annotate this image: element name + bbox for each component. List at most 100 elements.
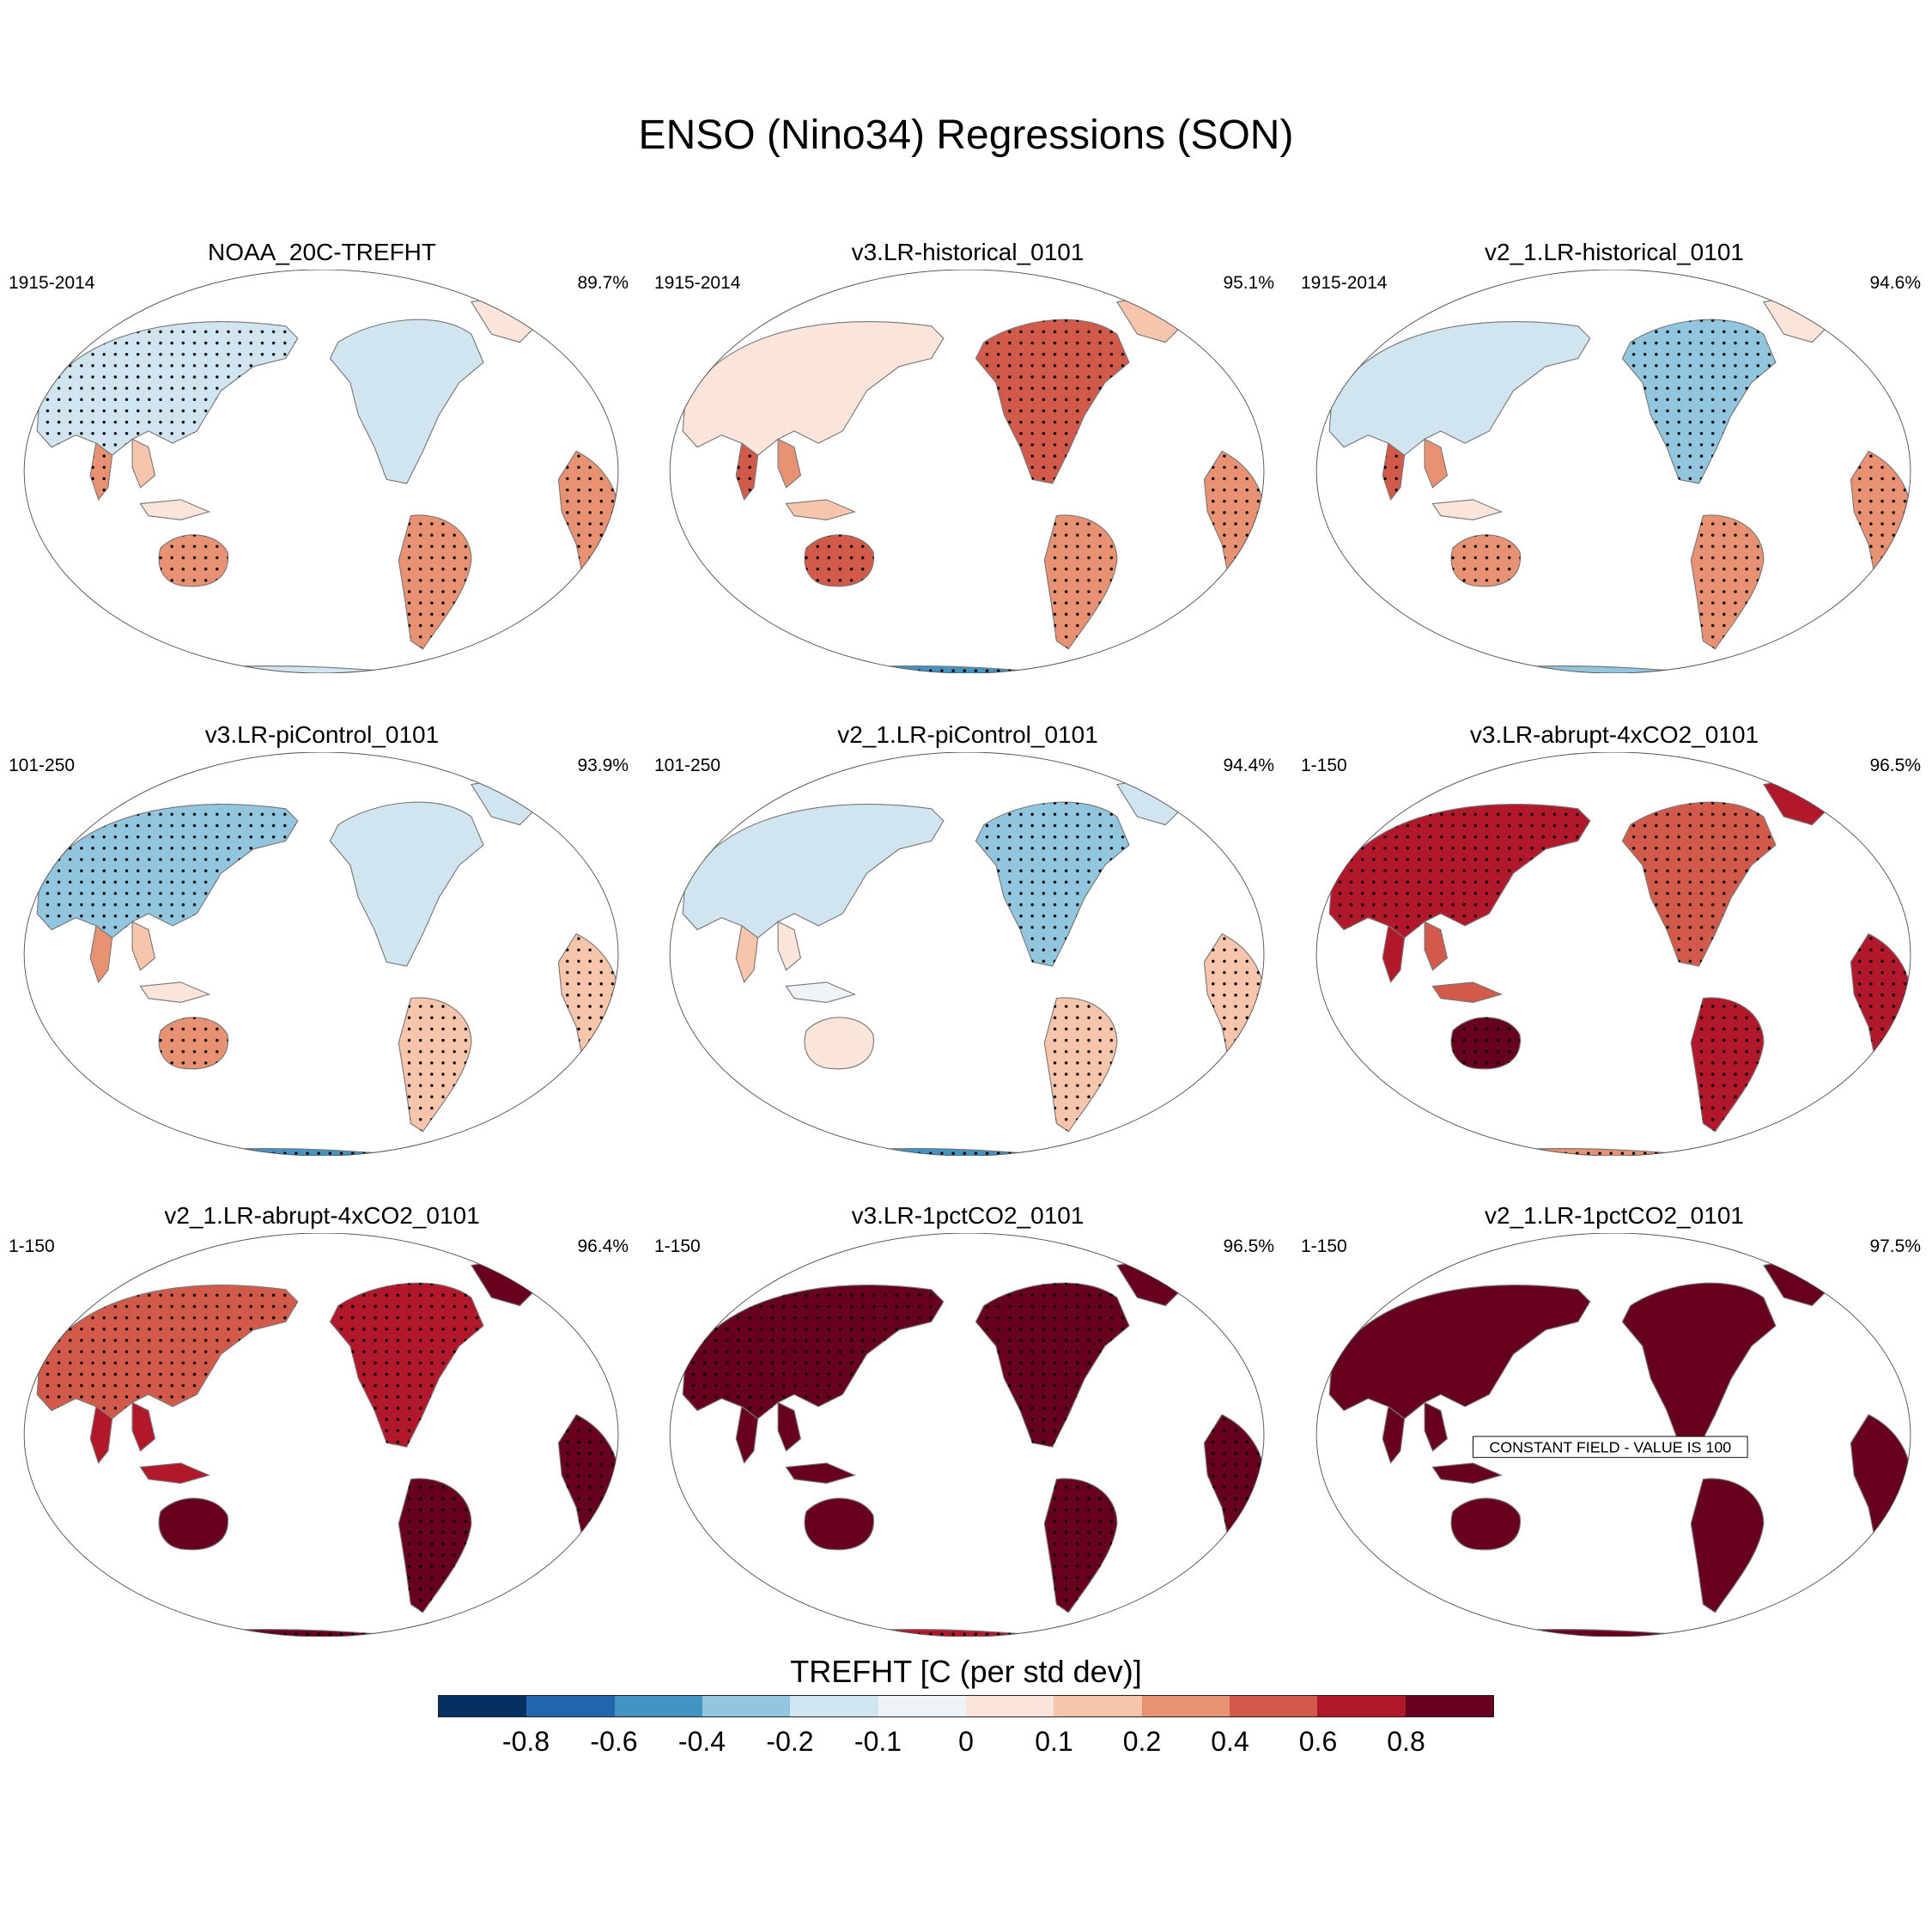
land-greenland: [1115, 293, 1191, 343]
panel-years: 1-150: [1301, 756, 1347, 775]
land-india: [89, 1406, 113, 1465]
stipple-africa: [558, 933, 618, 1084]
map-panel: v2_1.LR-piControl_0101 101-250 94.4%: [646, 721, 1290, 1156]
stipple-antarctic: [1416, 1148, 1804, 1156]
land-indonesia: [1431, 1462, 1504, 1484]
land-antarctic: [123, 665, 513, 673]
stipple-samerica: [1691, 997, 1764, 1132]
stipple-africa: [558, 1414, 618, 1564]
colorbar-label: -0.8: [501, 1726, 550, 1757]
stipple-eurasia: [683, 1285, 944, 1419]
stipple-australia: [159, 534, 228, 586]
world-map: [669, 1233, 1265, 1637]
stipple-namerica: [1622, 802, 1776, 967]
stipple-antarctic: [769, 1148, 1157, 1156]
map-outline: [23, 1233, 619, 1637]
world-map: [1315, 752, 1911, 1156]
world-map: [1315, 270, 1911, 673]
land-australia: [804, 1498, 874, 1551]
land-seasia: [131, 438, 156, 489]
stipple-samerica: [398, 997, 471, 1132]
panel-title: v3.LR-1pctCO2_0101: [851, 1202, 1084, 1229]
stipple-antarctic: [769, 665, 1157, 673]
map-panel: v3.LR-historical_0101 1915-2014 95.1%: [646, 239, 1290, 673]
land-greenland: [1115, 775, 1191, 826]
land-greenland: [470, 775, 545, 826]
land-indonesia: [1431, 981, 1504, 1003]
colorbar-label: -0.2: [766, 1726, 814, 1757]
land-greenland: [1762, 293, 1838, 343]
land-indonesia: [139, 981, 211, 1003]
colorbar-swatch: [439, 1696, 527, 1716]
stipple-eurasia: [37, 321, 298, 456]
colorbar-label: 0.1: [1035, 1726, 1073, 1757]
land-indonesia: [1431, 499, 1504, 520]
stipple-antarctic: [124, 1629, 512, 1637]
colorbar: [438, 1695, 1494, 1717]
world-map: [23, 752, 619, 1156]
colorbar-label: 0.6: [1298, 1726, 1338, 1757]
map-outline: [23, 752, 619, 1156]
land-greenland: [1115, 1256, 1191, 1307]
stipple-eurasia: [1329, 804, 1590, 939]
stipple-africa: [1850, 933, 1911, 1084]
stipple-africa: [1850, 451, 1911, 601]
panel-percent: 95.1%: [1223, 273, 1274, 293]
colorbar-swatch: [965, 1696, 1054, 1716]
panel-years: 1915-2014: [1301, 273, 1388, 293]
land-india: [1382, 925, 1406, 984]
map-panel: v3.LR-abrupt-4xCO2_0101 1-150 96.5%: [1292, 721, 1932, 1156]
map-outline: [669, 1233, 1265, 1637]
map-outline: [1315, 1233, 1911, 1637]
land-seasia: [131, 920, 156, 971]
colorbar-swatch: [1405, 1696, 1493, 1716]
land-antarctic: [1415, 665, 1805, 673]
map-panel: v3.LR-piControl_0101 101-250 93.9%: [0, 721, 644, 1156]
colorbar-label: -0.4: [677, 1726, 726, 1757]
map-panel: NOAA_20C-TREFHT 1915-2014 89.7%: [0, 239, 644, 673]
colorbar-swatch: [1229, 1696, 1318, 1716]
land-seasia: [1424, 438, 1449, 489]
stipple-samerica: [1044, 514, 1117, 649]
stipple-africa: [1204, 933, 1264, 1084]
stipple-samerica: [398, 514, 471, 649]
colorbar-label: 0.2: [1122, 1726, 1162, 1757]
panel-percent: 89.7%: [577, 273, 629, 293]
land-antarctic: [1415, 1629, 1805, 1637]
world-map: [23, 270, 619, 673]
panel-title: v2_1.LR-piControl_0101: [837, 721, 1098, 748]
land-seasia: [777, 438, 802, 489]
land-africa: [1850, 1413, 1911, 1565]
panel-years: 1-150: [654, 1236, 701, 1256]
panel-title: NOAA_20C-TREFHT: [207, 239, 437, 265]
stipple-namerica: [975, 1283, 1129, 1448]
panel-percent: 96.4%: [577, 1236, 629, 1256]
land-seasia: [777, 1401, 802, 1452]
stipple-australia: [159, 1017, 228, 1069]
stipple-eurasia: [37, 804, 298, 939]
panel-years: 101-250: [9, 756, 76, 775]
stipple-australia: [1451, 1017, 1521, 1069]
colorbar-label: -0.1: [854, 1726, 902, 1757]
stipple-africa: [1204, 451, 1264, 601]
land-indonesia: [139, 1462, 211, 1484]
map-outline: [669, 270, 1265, 673]
panel-percent: 94.6%: [1869, 273, 1921, 293]
figure-title: ENSO (Nino34) Regressions (SON): [638, 112, 1294, 158]
map-panel: v2_1.LR-abrupt-4xCO2_0101 1-150 96.4%: [0, 1202, 644, 1637]
land-australia: [1450, 1498, 1521, 1551]
map-outline: [1315, 752, 1911, 1156]
stipple-africa: [1204, 1414, 1264, 1564]
colorbar-label: -0.6: [590, 1726, 638, 1757]
stipple-samerica: [1044, 1478, 1117, 1613]
panel-years: 1-150: [9, 1236, 55, 1256]
colorbar-swatch: [1054, 1696, 1142, 1716]
map-outline: [23, 270, 619, 673]
panel-title: v3.LR-piControl_0101: [204, 721, 440, 748]
land-india: [1382, 1406, 1406, 1465]
stipple-india: [90, 443, 112, 500]
land-india: [735, 1406, 759, 1465]
stipple-australia: [805, 534, 874, 586]
colorbar-swatch: [790, 1696, 878, 1716]
land-eurasia: [1328, 321, 1591, 456]
